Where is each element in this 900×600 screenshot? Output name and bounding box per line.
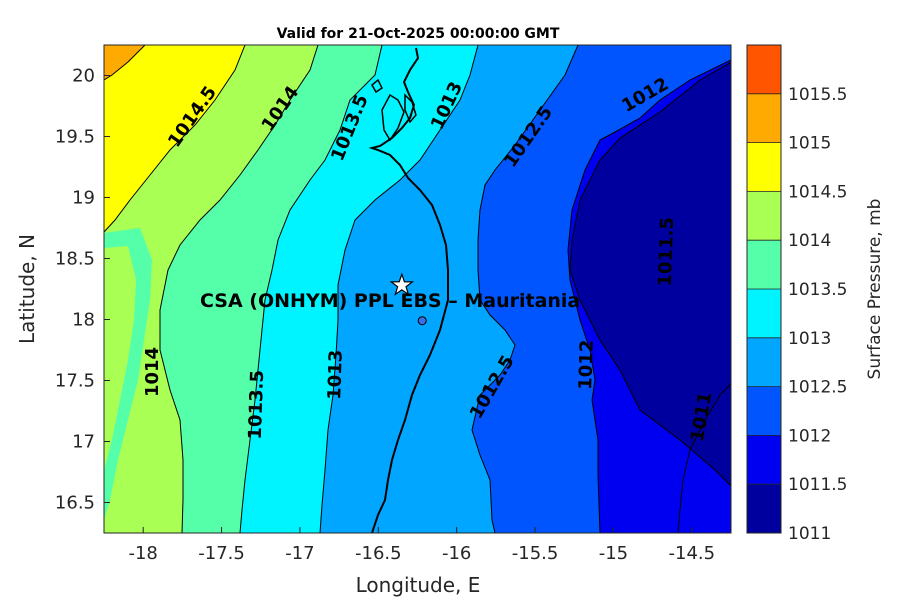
colorbar-tick-label: 1011.5 [788, 475, 847, 495]
star-icon [389, 272, 415, 296]
band-1014-west [104, 246, 136, 470]
y-axis-title: Latitude, N [15, 234, 39, 344]
y-tick-label: 20 [72, 66, 95, 87]
colorbar-band [747, 93, 781, 143]
contour-line-1015 [104, 45, 146, 81]
contour-line-1011-5 [569, 61, 731, 487]
contour-label: 1012 [575, 339, 598, 390]
contour-fill [104, 45, 731, 533]
colorbar-band [747, 191, 781, 241]
colorbar-band [747, 337, 781, 387]
colorbar-tick-label: 1011 [788, 524, 831, 544]
x-tick-label: -17.5 [198, 543, 245, 564]
colorbar-tick-label: 1015 [788, 134, 831, 154]
x-tick-label: -15 [599, 543, 628, 564]
contour-line-1013-5 [239, 45, 383, 533]
y-axis: 16.5 17 17.5 18 18.5 19 19.5 20 [55, 66, 110, 514]
contour-lines [104, 45, 731, 533]
colorbar-tick-label: 1014.5 [788, 182, 847, 202]
colorbar-tick-label: 1014 [788, 231, 831, 251]
contour-label: 1011.5 [655, 217, 678, 287]
colorbar-tick-label: 1013 [788, 329, 831, 349]
contour-line-1012 [567, 59, 731, 533]
coastline-banc-arguin [381, 93, 405, 142]
x-tick-label: -16 [442, 543, 471, 564]
y-tick-label: 17.5 [55, 371, 95, 392]
colorbar-band [747, 435, 781, 485]
coastline-islet-2 [371, 78, 383, 94]
y-tick-label: 19 [72, 188, 95, 209]
plot-title: Valid for 21-Oct-2025 00:00:00 GMT [277, 26, 560, 42]
colorbar-band [747, 142, 781, 192]
colorbar-band [747, 289, 781, 338]
circle-icon [417, 316, 427, 326]
colorbar-tick-label: 1012.5 [788, 378, 847, 398]
contour-line-1014-5 [104, 45, 246, 233]
colorbar-band [747, 240, 781, 289]
x-axis: -18 -17.5 -17 -16.5 -16 -15.5 -15 -14.5 [128, 527, 715, 564]
colorbar-band [747, 484, 781, 533]
band-1014 [104, 45, 318, 533]
coastline [368, 47, 449, 533]
x-tick-label: -15.5 [512, 543, 559, 564]
y-tick-label: 18.5 [55, 249, 95, 270]
band-1014-5 [104, 45, 245, 232]
x-tick-label: -17 [285, 543, 314, 564]
colorbar-tick-label: 1013.5 [788, 280, 847, 300]
contour-label: 1014 [142, 347, 163, 397]
site-label: CSA (ONHYM) PPL EBS – Mauritania [200, 290, 580, 312]
band-1015 [104, 45, 145, 80]
y-tick-label: 16.5 [55, 493, 95, 514]
y-tick-label: 18 [72, 310, 95, 331]
x-tick-label: -14.5 [669, 543, 716, 564]
contour-label: 1013.5 [245, 370, 268, 440]
colorbar-title: Surface Pressure, mb [865, 199, 885, 380]
y-tick-label: 17 [72, 432, 95, 453]
y-tick-label: 19.5 [55, 127, 95, 148]
x-tick-label: -18 [128, 543, 157, 564]
contour-line-1011 [677, 383, 731, 533]
contour-line-1014 [159, 45, 319, 533]
colorbar-tick-label: 1012 [788, 426, 831, 446]
colorbar: 1011 1011.5 1012 1012.5 1013 1013.5 1014 1014.5… [746, 44, 847, 544]
contour-label: 1013 [324, 349, 347, 400]
colorbar-band [747, 386, 781, 436]
contour-line-1012-5 [471, 45, 579, 533]
x-axis-title: Longitude, E [356, 573, 481, 597]
coastline-islet [404, 93, 417, 124]
x-tick-label: -16.5 [355, 543, 402, 564]
colorbar-band [747, 45, 781, 94]
colorbar-tick-label: 1015.5 [788, 85, 847, 105]
contour-line-1013 [319, 45, 479, 533]
plot-frame [103, 44, 732, 534]
